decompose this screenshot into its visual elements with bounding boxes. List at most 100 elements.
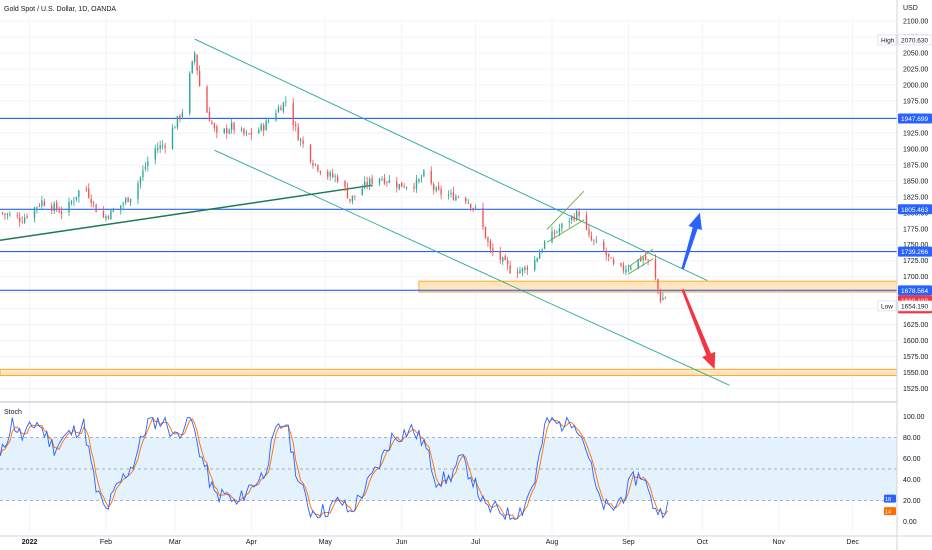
candle-body — [196, 54, 198, 71]
price-tick-label: 2000.00 — [903, 83, 928, 90]
zone-rect — [0, 368, 898, 377]
price-tag-box — [898, 204, 932, 215]
candle-body — [277, 107, 280, 113]
price-tick-label: 1775.00 — [903, 226, 928, 233]
candle-body — [457, 197, 460, 198]
candle-body — [659, 289, 662, 302]
stoch-band-rect — [0, 437, 897, 501]
candle-body — [346, 187, 349, 199]
candle-body — [418, 179, 420, 182]
candle-body — [142, 170, 144, 178]
candle-body — [75, 196, 78, 200]
candle-body — [90, 198, 92, 204]
candle-body — [585, 215, 588, 230]
price-tag-value: 2070.630 — [901, 37, 928, 44]
candle-body — [70, 201, 73, 204]
candle-body — [366, 181, 368, 186]
candle-body — [467, 202, 469, 204]
candle-body — [85, 189, 87, 191]
candle-body — [189, 73, 191, 114]
candle-body — [51, 206, 53, 211]
price-tick-label: 1900.00 — [903, 146, 928, 153]
candle-body — [233, 122, 235, 131]
stoch-band — [0, 437, 897, 501]
price-tag-box — [898, 285, 932, 296]
candle-body — [383, 177, 386, 184]
candle-body — [541, 249, 543, 252]
time-tick-label: Aug — [546, 539, 559, 546]
time-tick-label: Nov — [772, 539, 785, 546]
candle-body — [534, 260, 536, 270]
price-tick-label: 1550.00 — [903, 370, 928, 377]
candle-body — [371, 177, 373, 184]
time-tick-label: May — [319, 539, 333, 546]
price-tag-value: 1678.564 — [901, 288, 928, 295]
candle-body — [179, 115, 181, 119]
candle-body — [539, 252, 541, 259]
stoch-label: Stoch — [4, 409, 22, 416]
candle-body — [336, 176, 339, 182]
candle-body — [4, 213, 6, 215]
price-tick-label: 1875.00 — [903, 162, 928, 169]
price-tick-label: 1625.00 — [903, 322, 928, 329]
channel-lower-line — [214, 149, 730, 386]
time-tick-label: Jun — [396, 539, 407, 546]
stoch-tick-label: 60.00 — [903, 456, 921, 463]
candle-body — [558, 228, 561, 232]
price-tick-label: 1725.00 — [903, 258, 928, 265]
price-tag-box — [898, 246, 932, 257]
arrow-down-icon — [681, 289, 716, 370]
candle-body — [260, 124, 262, 131]
candle-body — [41, 200, 43, 207]
stoch-tag-box — [884, 494, 896, 503]
candle-body — [647, 259, 649, 261]
candle-body — [122, 203, 124, 205]
candle-body — [575, 211, 578, 221]
flag-lower-line — [628, 258, 654, 275]
candle-body — [396, 181, 398, 188]
candle-body — [403, 186, 405, 188]
candle-body — [248, 133, 250, 135]
candle-body — [354, 195, 356, 197]
stoch-tag-value: 18 — [885, 497, 891, 503]
time-tick-label: Apr — [246, 539, 258, 546]
candle-body — [484, 226, 487, 239]
candle-body — [487, 237, 489, 243]
candle-body — [216, 126, 218, 133]
price-axis-bg — [897, 0, 932, 550]
flag-lower-line — [546, 219, 585, 243]
candle-body — [489, 241, 492, 250]
candle-body — [267, 120, 270, 122]
candle-body — [245, 133, 248, 135]
candle-body — [590, 236, 593, 240]
candle-body — [292, 103, 294, 126]
candle-body — [430, 170, 432, 184]
candle-body — [329, 172, 331, 177]
time-tick-label: Jul — [471, 539, 480, 546]
candle-body — [413, 186, 415, 189]
candle-body — [551, 231, 553, 243]
channel-upper-line — [194, 38, 708, 281]
candle-body — [223, 128, 225, 133]
candle-body — [568, 221, 570, 223]
candle-body — [627, 268, 630, 270]
candle-body — [60, 211, 63, 214]
candle-body — [312, 162, 314, 166]
candle-body — [553, 232, 556, 234]
candle-body — [622, 265, 625, 271]
candle-body — [452, 192, 455, 201]
trend-lines — [0, 38, 730, 386]
candle-body — [327, 171, 329, 177]
candle-body — [319, 171, 322, 173]
candle-body — [285, 101, 287, 103]
candle-body — [56, 202, 58, 210]
time-tick-label: Dec — [846, 539, 859, 546]
candle-body — [519, 270, 521, 274]
price-tick-label: 1925.00 — [903, 130, 928, 137]
candle-body — [211, 121, 213, 124]
price-tick-label: 1575.00 — [903, 354, 928, 361]
candle-body — [194, 53, 196, 62]
